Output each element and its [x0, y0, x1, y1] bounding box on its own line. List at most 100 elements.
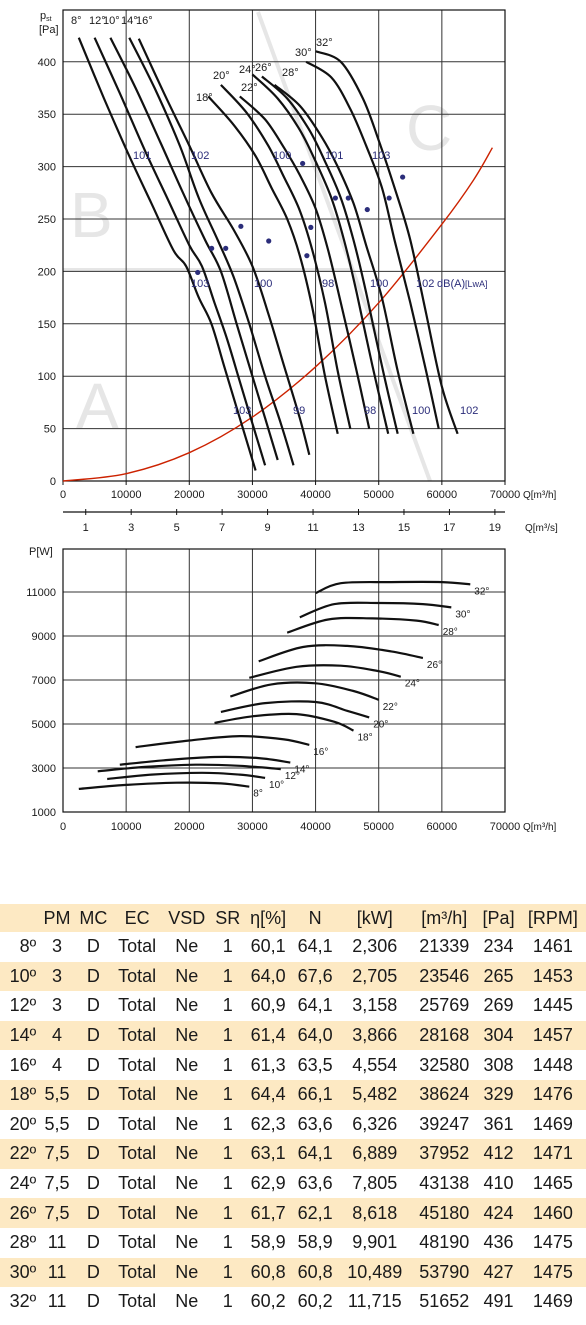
operating-point [400, 174, 406, 180]
table-cell: 38624 [411, 1079, 478, 1110]
power-curve-label: 20° [373, 719, 388, 730]
noise-level-label: 103 [191, 278, 209, 290]
table-cell: Ne [175, 1054, 199, 1075]
y-axis-unit: [Pa] [39, 24, 59, 36]
table-cell: 1 [211, 1079, 245, 1110]
operating-point [223, 245, 229, 251]
table-cell: Total [118, 936, 157, 957]
table-cell: 1 [222, 1173, 233, 1194]
table-cell: 424 [477, 1198, 520, 1228]
table-cell: Ne [175, 1113, 199, 1134]
noise-level-label: 98 [364, 405, 376, 417]
table-cell: 1460 [519, 1198, 586, 1228]
table-cell: 1 [222, 1232, 233, 1253]
power-curve-label: 32° [474, 586, 489, 597]
table-cell: 4 [52, 1054, 63, 1075]
table-cell: Ne [162, 1139, 212, 1169]
table-cell: 3 [39, 961, 75, 992]
table-cell: 265 [477, 961, 520, 992]
table-cell: 64,4 [244, 1079, 292, 1110]
table-cell: 3 [52, 995, 63, 1016]
fan-curve-18deg [207, 95, 339, 435]
table-header-cell [0, 904, 39, 932]
table-cell: 1471 [519, 1139, 586, 1169]
y-axis-label-main: p [40, 10, 46, 22]
table-cell: D [86, 1173, 100, 1194]
power-curve-label: 16° [313, 747, 328, 758]
table-cell: 1465 [532, 1173, 573, 1194]
row-angle-cell: 32º [9, 1291, 37, 1312]
table-cell: 60,2 [297, 1291, 333, 1312]
table-cell: 1469 [532, 1291, 573, 1312]
noise-level-label: 103 [233, 405, 251, 417]
blade-angle-label: 14° [121, 15, 138, 27]
row-angle-cell: 26º [0, 1198, 40, 1228]
zone-label-c: C [406, 92, 452, 164]
plot-frame [62, 548, 506, 813]
fan-curve-30deg [305, 60, 440, 429]
table-header-cell: [m³/h] [421, 907, 468, 928]
noise-level-label: 98 [322, 278, 334, 290]
table-cell: 62,9 [250, 1173, 286, 1194]
table-cell: Total [118, 1113, 157, 1134]
table-cell: Ne [162, 1198, 212, 1228]
table-cell: 61,7 [244, 1198, 292, 1228]
table-cell: 9,901 [352, 1232, 398, 1253]
table-cell: 1453 [519, 961, 586, 992]
power-curve-label: 10° [269, 780, 284, 791]
table-row: 26º 7,5 D Total Ne 1 61,7 62,1 8,618 45180 424 1460 [0, 1198, 586, 1228]
table-cell: 53790 [411, 1257, 478, 1288]
table-cell: 308 [483, 1054, 514, 1075]
noise-level-label: 102 [416, 278, 434, 290]
table-cell: 10,489 [338, 1257, 412, 1288]
y-tick-label: 3000 [32, 763, 56, 775]
table-header-cell: VSD [168, 907, 206, 928]
zone-label-b: B [70, 179, 113, 251]
x2-tick-label: 3 [128, 522, 134, 534]
table-row: 30º 11 D Total Ne 1 60,8 60,8 10,489 53790 427 1475 [0, 1257, 586, 1288]
table-cell: 23546 [411, 961, 478, 992]
x-axis-label: Q[m³/h] [523, 822, 557, 833]
table-cell: 1 [211, 1198, 245, 1228]
zone-divider-diagonal [256, 11, 432, 482]
table-cell: 67,6 [291, 961, 339, 992]
table-cell: 62,1 [291, 1198, 339, 1228]
row-angle-cell: 16º [9, 1054, 37, 1075]
performance-table: PM MC EC VSD SR η[%] N [kW] [m³/h] [Pa] [RPM] 8º 3 D… [0, 904, 586, 1317]
y-tick-label: 300 [38, 162, 56, 174]
table-header-cell: N [308, 907, 322, 928]
table-cell: Ne [162, 1079, 212, 1110]
table-row: 8º 3 D Total Ne 1 60,1 64,1 2,306 21339 234 1461 [0, 932, 586, 962]
power-curve-16deg [135, 734, 310, 749]
y-tick-label: 150 [38, 319, 56, 331]
table-cell: 64,0 [291, 1020, 339, 1051]
table-cell: 39247 [419, 1113, 470, 1134]
table-cell: 32580 [419, 1054, 470, 1075]
table-header-row: PM MC EC VSD SR η[%] N [kW] [m³/h] [Pa] [RPM] [0, 904, 586, 932]
power-curve-28deg [286, 616, 439, 634]
table-cell: D [74, 1139, 112, 1169]
blade-angle-label: 28° [282, 67, 299, 79]
table-cell: Ne [162, 961, 212, 992]
table-row: 20º 5,5 D Total Ne 1 62,3 63,6 6,326 39247 361 1469 [0, 1110, 586, 1140]
table-cell: 234 [483, 936, 514, 957]
fan-curve-28deg [273, 84, 415, 435]
table-cell: Ne [175, 1173, 199, 1194]
row-angle-cell: 30º [0, 1257, 40, 1288]
table-cell: Total [118, 1054, 157, 1075]
table-cell: 25769 [419, 995, 470, 1016]
noise-level-label: 102 [191, 150, 209, 162]
row-angle-cell: 18º [0, 1079, 40, 1110]
table-cell: D [74, 1257, 112, 1288]
y-tick-label: 200 [38, 266, 56, 278]
table-cell: 491 [483, 1291, 514, 1312]
table-cell: 1 [222, 1054, 233, 1075]
noise-level-label: 100 [273, 150, 291, 162]
fan-curve-16deg [137, 38, 311, 456]
power-curve-label: 18° [357, 733, 372, 744]
y-tick-label: 9000 [32, 631, 56, 643]
table-cell: 37952 [411, 1139, 478, 1169]
x-tick-label: 20000 [174, 821, 205, 833]
x2-tick-label: 17 [443, 522, 455, 534]
table-cell: 5,482 [338, 1079, 412, 1110]
